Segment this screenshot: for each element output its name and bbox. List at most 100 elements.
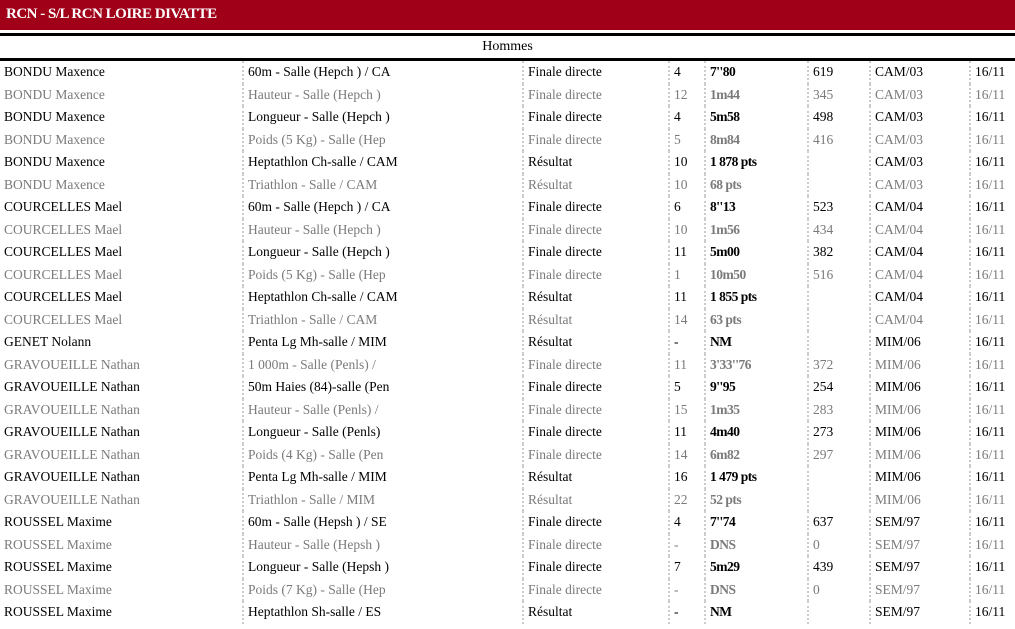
round: Finale directe [522, 106, 669, 129]
athlete-name: GRAVOUEILLE Nathan [4, 446, 140, 462]
athlete-name: COURCELLES Mael [4, 266, 123, 282]
round: Résultat [522, 151, 669, 174]
table-row: ROUSSEL Maxime Longueur - Salle (Hepsh ) F… [0, 556, 1015, 579]
round: Finale directe [522, 376, 669, 399]
date: 16/11 [969, 601, 1015, 624]
date: 16/11 [969, 578, 1015, 601]
category: MIM/06 [869, 331, 970, 354]
table-row: BONDU Maxence Triathlon - Salle / CAM Résu… [0, 173, 1015, 196]
event-name: Longueur - Salle (Hepsh ) [242, 556, 523, 579]
round: Résultat [522, 466, 669, 489]
place: - [668, 331, 705, 354]
category: CAM/04 [869, 286, 970, 309]
category: SEM/97 [869, 556, 970, 579]
category: CAM/03 [869, 83, 970, 106]
round: Finale directe [522, 218, 669, 241]
table-row: GRAVOUEILLE Nathan 1 000m - Salle (Penls)… [0, 353, 1015, 376]
points: 516 [807, 263, 870, 286]
date: 16/11 [969, 533, 1015, 556]
round: Résultat [522, 601, 669, 624]
athlete-name: ROUSSEL Maxime [4, 536, 112, 552]
table-row: COURCELLES Mael Longueur - Salle (Hepch )… [0, 241, 1015, 264]
athlete-name: COURCELLES Mael [4, 289, 123, 305]
points: 273 [807, 421, 870, 444]
points: 637 [807, 511, 870, 534]
athlete-name: BONDU Maxence [4, 64, 105, 80]
place: 11 [668, 421, 705, 444]
points: 0 [807, 578, 870, 601]
performance: 5m58 [704, 106, 808, 129]
date: 16/11 [969, 488, 1015, 511]
performance: 3'33''76 [704, 353, 808, 376]
date: 16/11 [969, 466, 1015, 489]
points [807, 308, 870, 331]
section-title: Hommes [0, 33, 1015, 61]
category: SEM/97 [869, 578, 970, 601]
date: 16/11 [969, 556, 1015, 579]
round: Finale directe [522, 353, 669, 376]
date: 16/11 [969, 353, 1015, 376]
points: 372 [807, 353, 870, 376]
date: 16/11 [969, 308, 1015, 331]
performance: NM [704, 331, 808, 354]
place: 11 [668, 241, 705, 264]
points: 416 [807, 128, 870, 151]
event-name: Poids (4 Kg) - Salle (Pen [242, 443, 523, 466]
club-header: RCN - S/L RCN LOIRE DIVATTE [0, 0, 1015, 30]
round: Résultat [522, 308, 669, 331]
athlete-name: GRAVOUEILLE Nathan [4, 356, 140, 372]
table-row: COURCELLES Mael Poids (5 Kg) - Salle (Hep… [0, 263, 1015, 286]
points [807, 601, 870, 624]
points: 434 [807, 218, 870, 241]
points [807, 151, 870, 174]
place: 22 [668, 488, 705, 511]
points: 345 [807, 83, 870, 106]
event-name: Poids (7 Kg) - Salle (Hep [242, 578, 523, 601]
event-name: Poids (5 Kg) - Salle (Hep [242, 128, 523, 151]
place: 12 [668, 83, 705, 106]
table-row: GRAVOUEILLE Nathan Penta Lg Mh-salle / MI… [0, 466, 1015, 489]
athlete-name: COURCELLES Mael [4, 244, 123, 260]
round: Finale directe [522, 398, 669, 421]
points [807, 488, 870, 511]
category: CAM/03 [869, 128, 970, 151]
round: Finale directe [522, 61, 669, 84]
points: 0 [807, 533, 870, 556]
place: 4 [668, 61, 705, 84]
points: 619 [807, 61, 870, 84]
performance: 1m44 [704, 83, 808, 106]
event-name: Poids (5 Kg) - Salle (Hep [242, 263, 523, 286]
event-name: 60m - Salle (Hepch ) / CA [242, 196, 523, 219]
category: CAM/04 [869, 241, 970, 264]
table-row: ROUSSEL Maxime Heptathlon Sh-salle / ES Ré… [0, 601, 1015, 624]
performance: 8''13 [704, 196, 808, 219]
event-name: Heptathlon Ch-salle / CAM [242, 286, 523, 309]
athlete-name: GRAVOUEILLE Nathan [4, 491, 140, 507]
event-name: 60m - Salle (Hepch ) / CA [242, 61, 523, 84]
event-name: Heptathlon Sh-salle / ES [242, 601, 523, 624]
date: 16/11 [969, 61, 1015, 84]
event-name: Triathlon - Salle / CAM [242, 173, 523, 196]
performance: 5m29 [704, 556, 808, 579]
round: Finale directe [522, 241, 669, 264]
table-row: BONDU Maxence Poids (5 Kg) - Salle (Hep Fi… [0, 128, 1015, 151]
performance: NM [704, 601, 808, 624]
performance: 5m00 [704, 241, 808, 264]
category: MIM/06 [869, 398, 970, 421]
round: Finale directe [522, 421, 669, 444]
event-name: 1 000m - Salle (Penls) / [242, 353, 523, 376]
round: Finale directe [522, 556, 669, 579]
athlete-name: COURCELLES Mael [4, 199, 123, 215]
place: 10 [668, 151, 705, 174]
points [807, 466, 870, 489]
table-row: COURCELLES Mael Triathlon - Salle / CAM Ré… [0, 308, 1015, 331]
category: MIM/06 [869, 488, 970, 511]
athlete-name: ROUSSEL Maxime [4, 604, 112, 620]
date: 16/11 [969, 106, 1015, 129]
points: 254 [807, 376, 870, 399]
event-name: 50m Haies (84)-salle (Pen [242, 376, 523, 399]
place: 4 [668, 511, 705, 534]
place: 5 [668, 128, 705, 151]
round: Finale directe [522, 196, 669, 219]
performance: 52 pts [704, 488, 808, 511]
